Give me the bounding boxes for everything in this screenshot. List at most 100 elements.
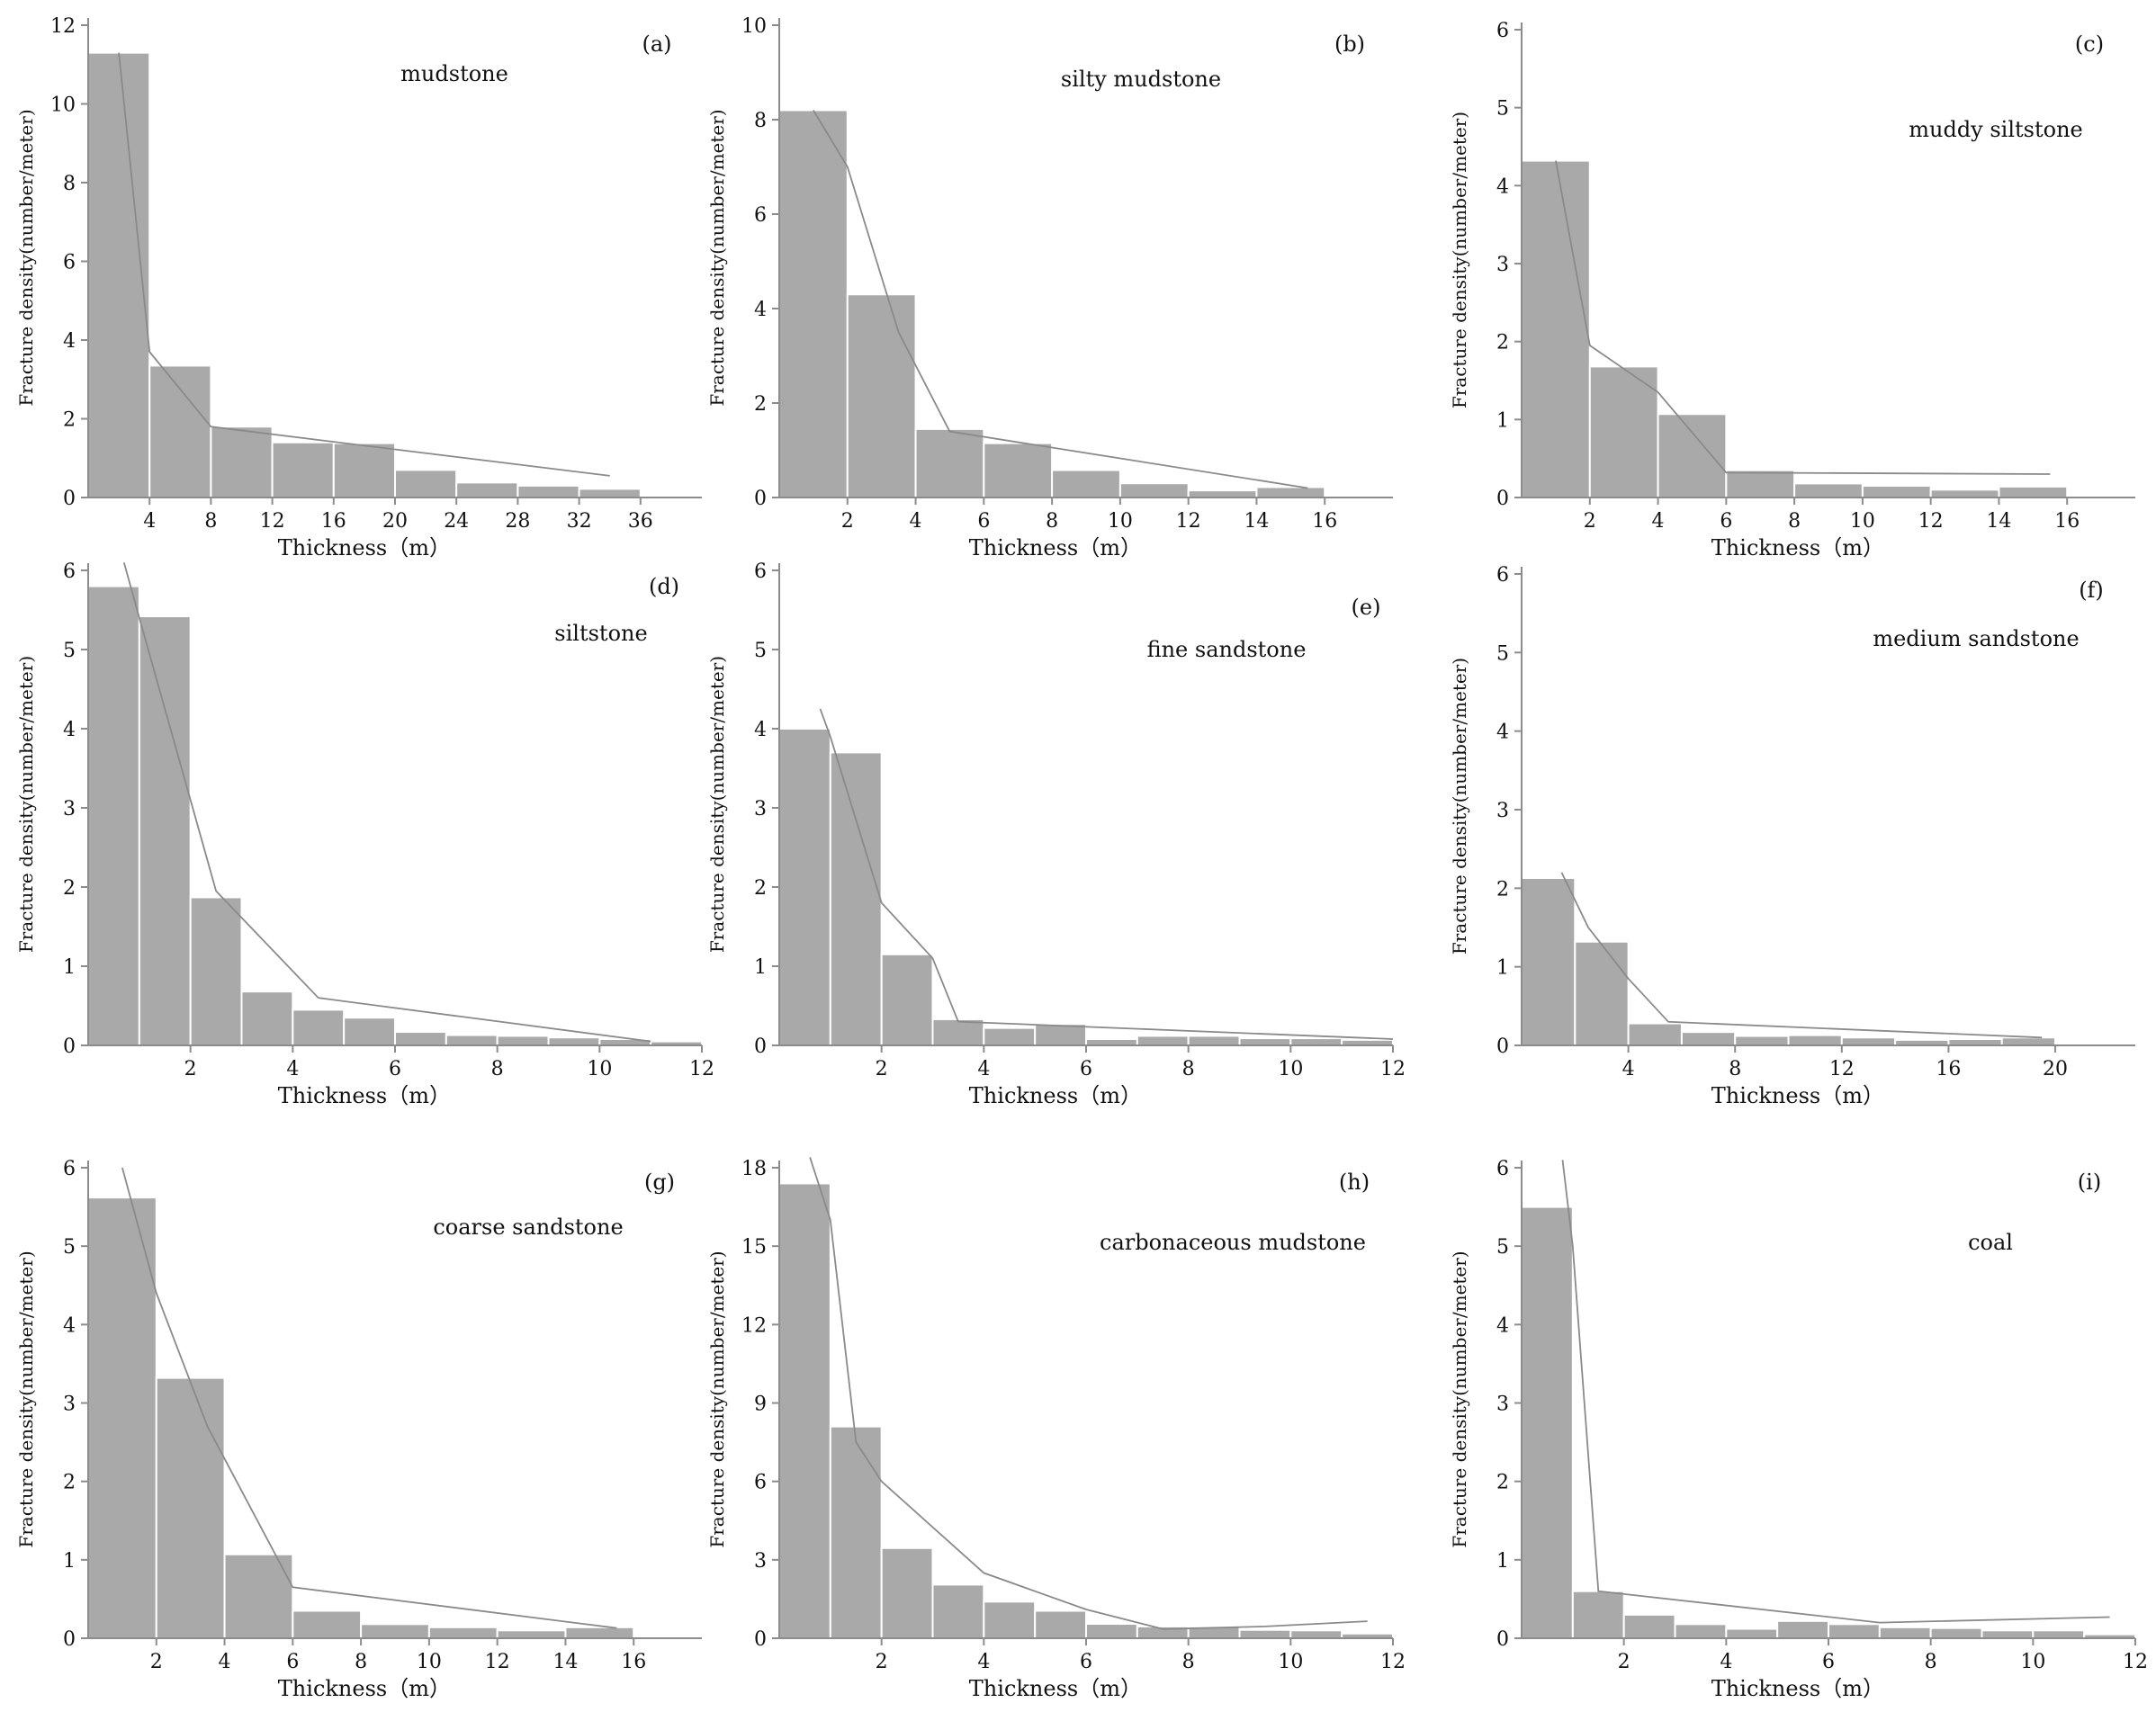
x-tick-label: 8 [204,510,217,533]
y-tick-label: 1 [63,1550,76,1573]
x-tick-label: 12 [1176,510,1201,533]
y-tick-label: 3 [754,798,767,820]
x-axis-title: Thickness（m） [278,535,451,560]
x-tick-label: 8 [491,1058,504,1080]
y-tick-label: 6 [1496,564,1509,587]
x-tick-label: 4 [977,1651,990,1673]
y-tick-label: 0 [1496,1628,1509,1651]
bar [1574,940,1630,1046]
y-axis-title: Fracture density(number/meter) [1449,1250,1470,1547]
y-tick-label: 0 [1496,1035,1509,1058]
y-tick-label: 2 [754,877,767,900]
x-tick-label: 12 [260,510,285,533]
bar [394,1031,447,1047]
bar [223,1553,294,1640]
x-tick-label: 10 [1278,1651,1303,1673]
x-tick-label: 10 [1278,1058,1303,1080]
bar [1725,1627,1779,1640]
y-tick-label: 6 [63,252,76,274]
y-tick-label: 4 [63,330,76,353]
bar [1136,1035,1190,1046]
y-tick-label: 3 [63,1394,76,1416]
bar [427,1626,499,1639]
bar [931,1017,985,1046]
bar [332,442,396,498]
x-tick-label: 12 [1380,1651,1406,1673]
chart-panel-2: 0 2 4 6 8 10 2 4 6 8 10 12 14 16 Thickness（m） Fracture … [706,15,1393,560]
bar [2000,1036,2057,1047]
x-tick-label: 4 [219,1651,231,1673]
y-tick-label: 5 [1496,642,1509,665]
y-tick-label: 1 [1496,957,1509,980]
panel-letter: (i) [2078,1170,2101,1195]
panel-title: siltstone [554,621,647,646]
x-tick-label: 32 [567,510,592,533]
bar [914,427,985,498]
bar [578,488,642,498]
trend-line [121,1167,617,1629]
y-axis-title: Fracture density(number/meter) [15,656,37,953]
x-tick-label: 10 [2020,1651,2045,1673]
bar [983,1600,1037,1640]
y-tick-label: 1 [63,956,76,979]
bar [1255,486,1326,499]
x-tick-label: 4 [1652,510,1665,533]
bar [1289,1037,1343,1046]
y-tick-label: 6 [63,560,76,583]
bar [1627,1022,1683,1046]
bar [1622,1613,1676,1639]
x-tick-label: 4 [910,510,922,533]
x-tick-label: 8 [1046,510,1058,533]
bar [1680,1031,1737,1046]
bar [2032,1629,2086,1639]
y-tick-label: 3 [1496,800,1509,822]
x-tick-label: 4 [286,1058,299,1080]
x-tick-label: 24 [444,510,469,533]
x-tick-label: 6 [977,510,990,533]
bar [87,585,140,1046]
bar [1828,1623,1881,1640]
bar [1588,365,1659,498]
y-tick-label: 4 [63,719,76,741]
y-tick-label: 10 [741,15,767,38]
bar [1947,1038,2003,1046]
bar [343,1017,396,1046]
bar [1725,469,1796,499]
x-tick-label: 2 [876,1058,888,1080]
panel-title: coarse sandstone [433,1215,623,1240]
x-tick-label: 16 [2054,510,2080,533]
y-tick-label: 0 [63,488,76,510]
y-tick-label: 1 [754,956,767,979]
x-tick-label: 28 [505,510,530,533]
bar [1998,485,2069,498]
panel-title: fine sandstone [1147,637,1307,662]
x-tick-label: 4 [1720,1651,1732,1673]
y-tick-label: 12 [741,1314,767,1337]
x-tick-label: 6 [1822,1651,1835,1673]
panel-letter: (h) [1339,1170,1370,1195]
bar [210,426,274,498]
y-tick-label: 2 [63,877,76,900]
y-tick-label: 9 [754,1394,767,1416]
bar [292,1609,363,1640]
x-tick-label: 12 [689,1058,714,1080]
bar [1981,1629,2035,1639]
bar [455,481,519,498]
bar [1787,1034,1843,1046]
y-tick-label: 10 [50,94,76,117]
bar [394,469,458,498]
bar [880,953,934,1047]
x-tick-label: 6 [389,1058,401,1080]
trend-line [1555,160,2051,475]
bar [1674,1623,1728,1640]
x-tick-label: 4 [977,1058,990,1080]
bar [846,293,917,498]
y-tick-label: 1 [1496,409,1509,432]
x-tick-label: 2 [841,510,854,533]
bar [1118,482,1190,498]
bar [189,896,243,1046]
y-tick-label: 3 [754,1550,767,1573]
